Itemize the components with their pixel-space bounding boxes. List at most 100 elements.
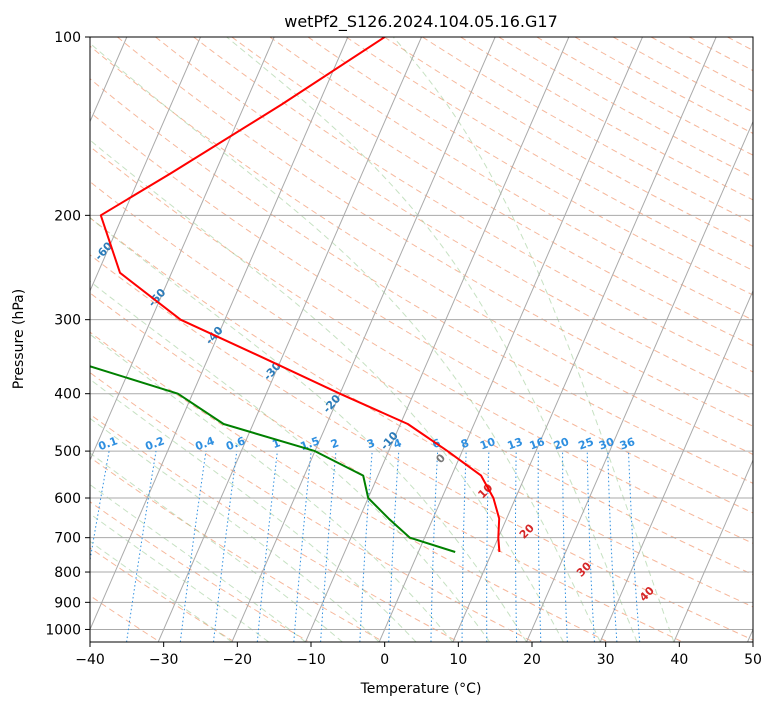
isotherm-line [157,37,422,642]
dry-adiabat-line [766,37,775,641]
x-tick-label: 10 [449,652,467,668]
mixing-ratio-label: 16 [528,435,547,453]
moist-adiabat-line [90,217,527,642]
dry-adiabat-line [90,78,753,484]
dry-adiabat-line [155,37,753,400]
x-tick-label: 50 [744,652,762,668]
mixing-ratio-line [388,451,400,642]
temperature-profile [99,37,501,553]
mixing-ratio-line [320,451,337,642]
mixing-ratio-label: 0.2 [143,434,166,453]
dry-adiabat-line [422,37,753,224]
y-tick-label: 500 [54,444,81,460]
moist-adiabat-line [90,452,343,642]
x-tick-label: −40 [75,652,105,668]
plot-background-lines [90,37,775,642]
dry-adiabat-line [90,456,383,642]
dry-adiabat-line [269,37,753,321]
mixing-ratio-label: 13 [506,435,525,452]
mixing-ratio-line [256,451,278,642]
x-tick-label: −20 [223,652,253,668]
mixing-ratio-label: 8 [459,436,471,451]
isotherm-line [599,289,753,642]
isotherm-line [378,37,643,642]
plot-frame [89,36,754,643]
dry-adiabat-label: -20 [320,392,343,416]
y-axis-title: Pressure (hPa) [11,289,27,389]
dry-adiabat-line [498,37,753,178]
dry-adiabat-line [727,37,753,51]
isotherm-line [526,120,753,642]
dry-adiabat-label: -80 [0,152,6,176]
dry-adiabat-label: -50 [146,286,169,310]
dry-adiabat-line [90,501,308,642]
y-tick-label: 1000 [45,622,81,638]
mixing-ratio-line [179,451,207,642]
y-tick-label: 700 [54,531,81,547]
mixing-ratio-line [515,451,518,642]
dry-adiabat-line [90,372,532,642]
dewpoint-profile [90,365,456,553]
mixing-ratio-label: 30 [597,435,616,453]
y-tick-label: 800 [54,565,81,581]
dry-adiabat-line [307,37,753,296]
dry-adiabat-line [90,181,753,576]
dry-adiabat-line [90,111,753,514]
mixing-ratio-label: 2 [329,436,341,451]
dry-adiabat-line [90,254,753,641]
mixing-ratio-line [126,451,157,642]
y-axis: 100 200 300 400 500 600 700 800 900 1000 [45,30,90,638]
dry-adiabat-line [90,413,458,642]
dry-adiabat-line [193,37,753,373]
moist-adiabat-line [90,540,233,642]
isotherm-line [90,37,349,631]
x-tick-label: 40 [670,652,688,668]
dry-adiabat-line [345,37,753,272]
profile-lines [90,37,501,553]
dry-adiabat-line [650,37,753,92]
moist-adiabat-line [90,483,306,642]
dry-adiabat-line [90,45,753,455]
mixing-ratio-line [562,451,568,642]
dry-adiabat-line [384,37,753,248]
mixing-ratio-label: 1 [270,436,282,451]
dry-adiabat-line [90,331,607,642]
y-tick-label: 100 [54,30,81,46]
y-tick-label: 900 [54,595,81,611]
mixing-ratio-label: 4 [392,436,404,451]
isotherm-line [673,458,753,642]
moist-adiabat-label: 30 [574,559,594,579]
mixing-ratio-label: 0.4 [193,434,216,453]
mixing-ratio-line [90,451,110,563]
moist-adiabat-line [226,37,638,642]
x-tick-label: −10 [296,652,326,668]
moist-adiabat-line [90,139,564,642]
moist-adiabat-label: 40 [637,584,657,604]
chart-title: wetPf2_S126.2024.104.05.16.G17 [284,12,558,32]
y-tick-label: 200 [54,208,81,224]
dry-adiabat-line [117,37,753,427]
isotherm-line [231,37,496,642]
mixing-ratio-label: 20 [552,435,571,453]
moist-adiabat-line [90,280,491,642]
isotherm-line [452,37,717,642]
mixing-ratio-label: 36 [618,435,637,453]
mixing-ratio-label: 25 [577,435,596,452]
moist-adiabat-label: 20 [517,521,537,541]
moist-adiabat-line [90,513,269,642]
y-tick-label: 400 [54,387,81,403]
isotherm-line [90,37,201,293]
mixing-ratio-line [293,451,312,642]
x-axis-title: Temperature (°C) [360,681,482,697]
moist-adiabat-label: 0 [433,451,448,466]
isotherm-line [747,628,753,642]
mixing-ratio-line [213,451,238,642]
mixing-ratio-label: 0.1 [97,434,120,453]
moist-adiabat-line [90,42,601,642]
moist-adiabat-line [90,333,454,642]
line-labels: 0.10.20.40.611.52346810131620253036-100-… [0,152,657,604]
mixing-ratio-label: 3 [365,436,377,451]
x-tick-label: −30 [149,652,179,668]
moist-adiabat-line [392,37,675,642]
